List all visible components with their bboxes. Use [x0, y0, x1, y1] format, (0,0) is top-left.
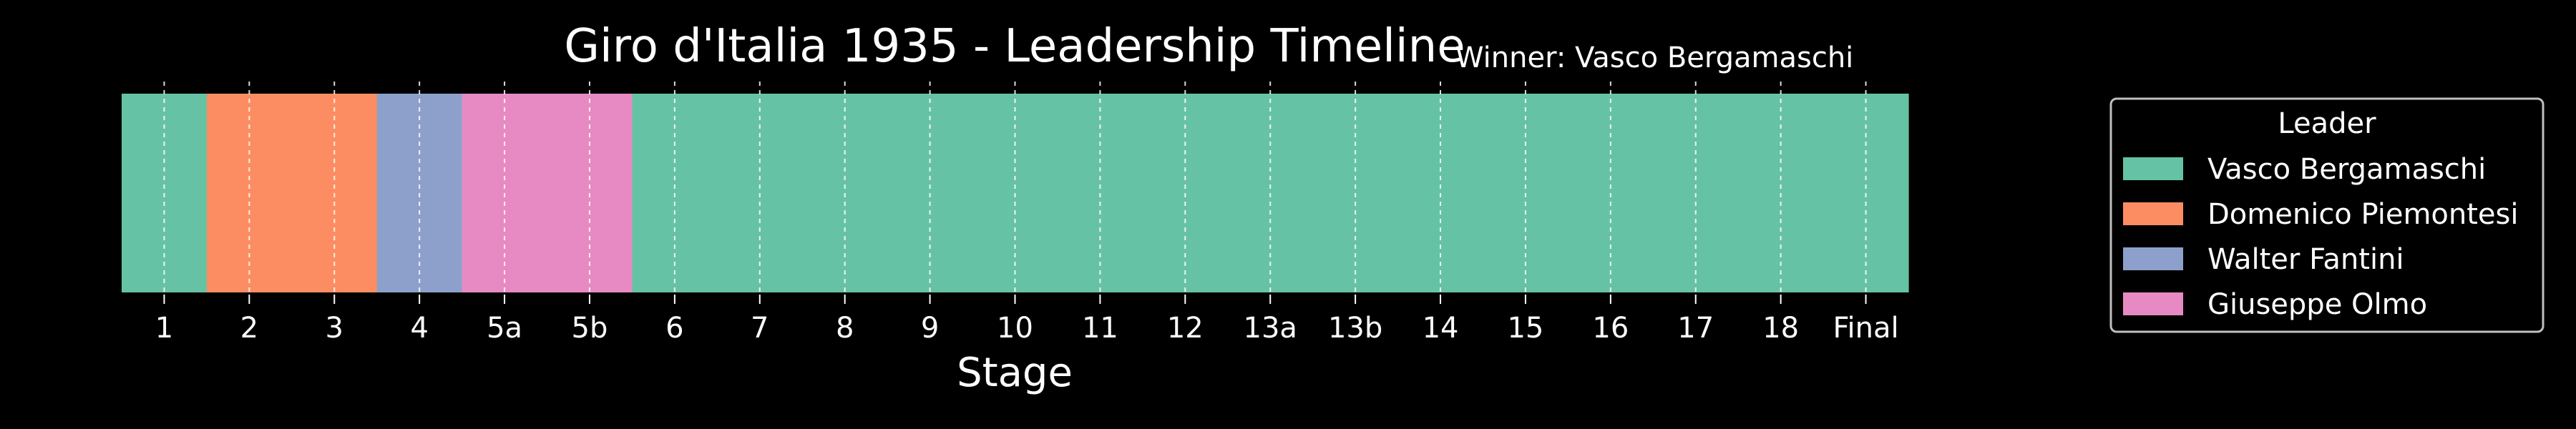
legend: Leader Vasco Bergamaschi Domenico Piemont…	[2109, 97, 2545, 333]
tick-label-stage-9: 9	[921, 312, 939, 345]
tick-label-stage-13a: 13a	[1244, 312, 1297, 345]
leader-bars	[122, 94, 1909, 292]
tick-label-stage-2: 2	[240, 312, 258, 345]
tick-label-stage-5b: 5b	[572, 312, 608, 345]
legend-frame	[2109, 97, 2545, 333]
tick-label-stage-4: 4	[410, 312, 428, 345]
legend-label-vasco-bergamaschi: Vasco Bergamaschi	[2207, 153, 2486, 186]
tick-label-stage-8: 8	[836, 312, 854, 345]
tick-label-stage-6: 6	[665, 312, 683, 345]
legend-swatch-vasco-bergamaschi	[2123, 157, 2183, 180]
legend-title: Leader	[2278, 107, 2376, 140]
tick-label-stage-17: 17	[1677, 312, 1714, 345]
legend-label-walter-fantini: Walter Fantini	[2207, 243, 2404, 276]
legend-items: Vasco Bergamaschi Domenico Piemontesi Walt…	[2123, 153, 2519, 321]
legend-swatch-giuseppe-olmo	[2123, 292, 2183, 315]
tick-label-stage-11: 11	[1082, 312, 1118, 345]
legend-label-giuseppe-olmo: Giuseppe Olmo	[2207, 288, 2427, 321]
tick-label-stage-1: 1	[155, 312, 173, 345]
tick-label-stage-10: 10	[997, 312, 1033, 345]
chart-title: Giro d'Italia 1935 - Leadership Timeline	[564, 20, 1465, 73]
tick-label-stage-12: 12	[1167, 312, 1204, 345]
tick-label-stage-14: 14	[1423, 312, 1459, 345]
tick-label-stage-18: 18	[1762, 312, 1799, 345]
tick-label-stage-final: Final	[1833, 312, 1898, 345]
x-axis-ticks: 1 2 3 4 5a 5b 6 7 8 9 10 11 12 13a 13b 14 15 16 17 18 Final	[155, 295, 1899, 345]
tick-label-stage-3: 3	[326, 312, 343, 345]
vertical-gridlines	[163, 82, 1867, 295]
winner-annotation: Winner: Vasco Bergamaschi	[1455, 41, 1853, 74]
legend-swatch-walter-fantini	[2123, 247, 2183, 270]
legend-swatch-domenico-piemontesi	[2123, 202, 2183, 225]
tick-label-stage-15: 15	[1507, 312, 1543, 345]
legend-label-domenico-piemontesi: Domenico Piemontesi	[2207, 198, 2519, 231]
tick-label-stage-16: 16	[1592, 312, 1629, 345]
tick-label-stage-7: 7	[751, 312, 769, 345]
tick-label-stage-13b: 13b	[1328, 312, 1382, 345]
x-axis-label: Stage	[957, 350, 1073, 396]
tick-label-stage-5a: 5a	[487, 312, 522, 345]
